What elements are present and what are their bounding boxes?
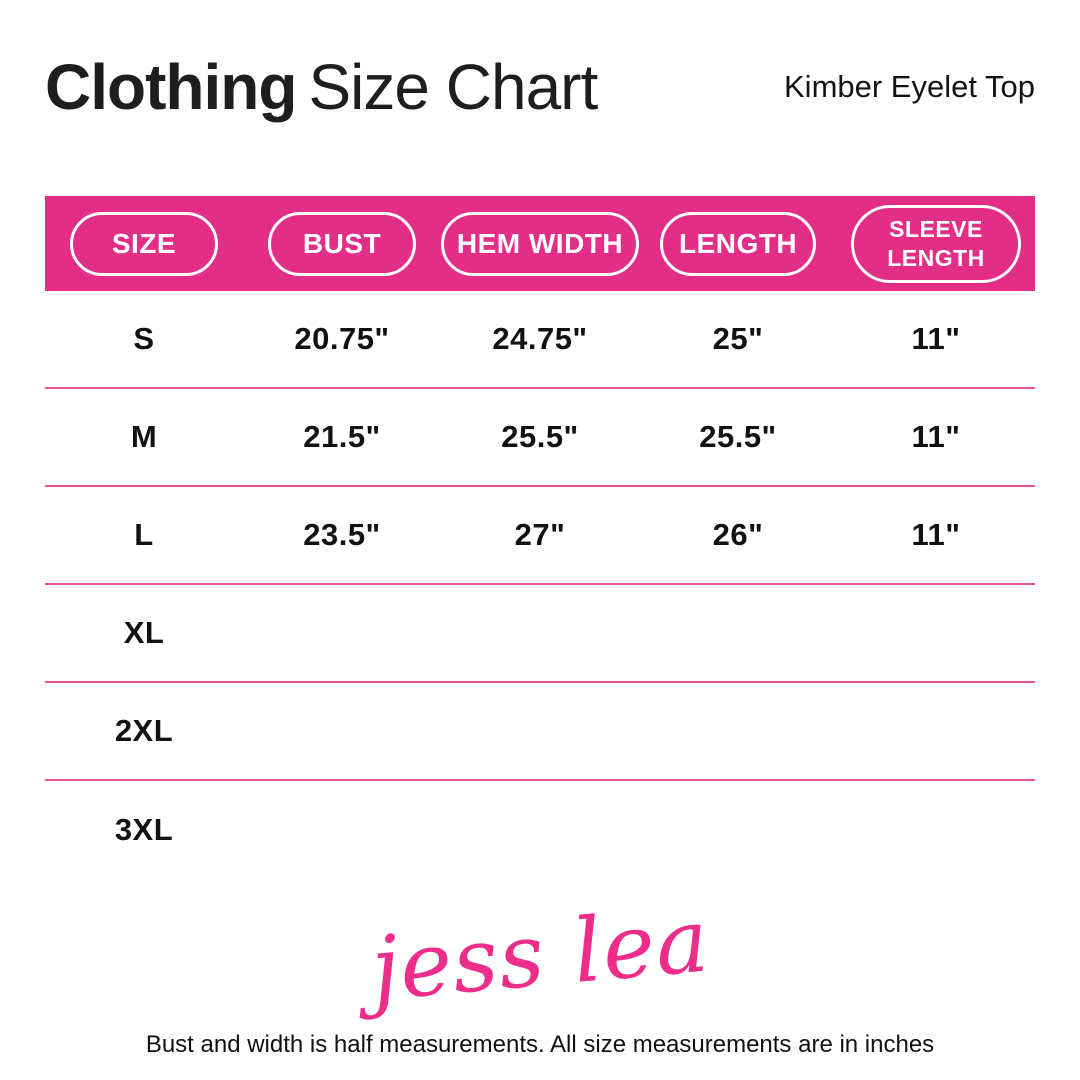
sleeve-length-value <box>837 683 1035 779</box>
table-row-s: S 20.75" 24.75" 25" 11" <box>45 291 1035 389</box>
bust-value: 23.5" <box>303 517 381 552</box>
column-size: SIZE <box>45 211 243 276</box>
length-value: 25.5" <box>699 419 777 454</box>
product-name: Kimber Eyelet Top <box>784 69 1035 104</box>
hem-width-value: 25.5" <box>501 419 579 454</box>
table-header-row: SIZE BUST HEM WIDTH LENGTH SLEEVE LENGTH <box>45 196 1035 291</box>
column-header-pill-length: LENGTH <box>659 211 817 276</box>
table-row-m: M 21.5" 25.5" 25.5" 11" <box>45 389 1035 487</box>
sleeve-length-value: 11" <box>911 517 961 552</box>
length-value: 26" <box>712 517 764 552</box>
hem-width-value: 27" <box>514 517 566 552</box>
table-row-2xl: 2XL <box>45 683 1035 781</box>
page-title-primary: Clothing <box>45 51 297 123</box>
length-value <box>639 781 837 879</box>
column-sleeve-length: SLEEVE LENGTH <box>837 204 1035 283</box>
hem-width-value <box>441 781 639 879</box>
jess-lea-logo: jess lea <box>366 887 714 1021</box>
size-label: S <box>133 321 155 356</box>
hem-width-value: 24.75" <box>492 321 588 356</box>
sleeve-length-value <box>837 781 1035 879</box>
column-header-pill-size: SIZE <box>70 211 218 276</box>
column-hem-width: HEM WIDTH <box>441 211 639 276</box>
size-label: XL <box>123 615 165 650</box>
page-title: Clothing Size Chart <box>45 51 598 123</box>
table-row-3xl: 3XL <box>45 781 1035 879</box>
bust-value <box>243 683 441 779</box>
size-label: 3XL <box>114 812 174 847</box>
column-length: LENGTH <box>639 211 837 276</box>
length-value <box>639 683 837 779</box>
sleeve-length-value: 11" <box>911 321 961 356</box>
size-label: 2XL <box>114 713 174 748</box>
table-row-l: L 23.5" 27" 26" 11" <box>45 487 1035 585</box>
sleeve-length-value: 11" <box>911 419 961 454</box>
hem-width-value <box>441 585 639 681</box>
size-table-body: S 20.75" 24.75" 25" 11" M 21.5" 25.5" 25… <box>45 291 1035 879</box>
measurement-footnote: Bust and width is half measurements. All… <box>145 1031 935 1058</box>
size-label: M <box>130 419 158 454</box>
length-value: 25" <box>712 321 764 356</box>
length-value <box>639 585 837 681</box>
hem-width-value <box>441 683 639 779</box>
bust-value: 21.5" <box>303 419 381 454</box>
sleeve-length-value <box>837 585 1035 681</box>
page-title-secondary: Size Chart <box>308 51 598 123</box>
size-label: L <box>134 517 154 552</box>
column-header-pill-hem-width: HEM WIDTH <box>441 211 639 276</box>
bust-value <box>243 585 441 681</box>
page-header: Clothing Size Chart Kimber Eyelet Top <box>0 0 1080 196</box>
brand-logo-area: jess lea <box>0 879 1080 1029</box>
table-row-xl: XL <box>45 585 1035 683</box>
bust-value: 20.75" <box>294 321 390 356</box>
column-bust: BUST <box>243 211 441 276</box>
bust-value <box>243 781 441 879</box>
column-header-pill-bust: BUST <box>268 211 416 276</box>
column-header-pill-sleeve-length: SLEEVE LENGTH <box>851 204 1021 283</box>
